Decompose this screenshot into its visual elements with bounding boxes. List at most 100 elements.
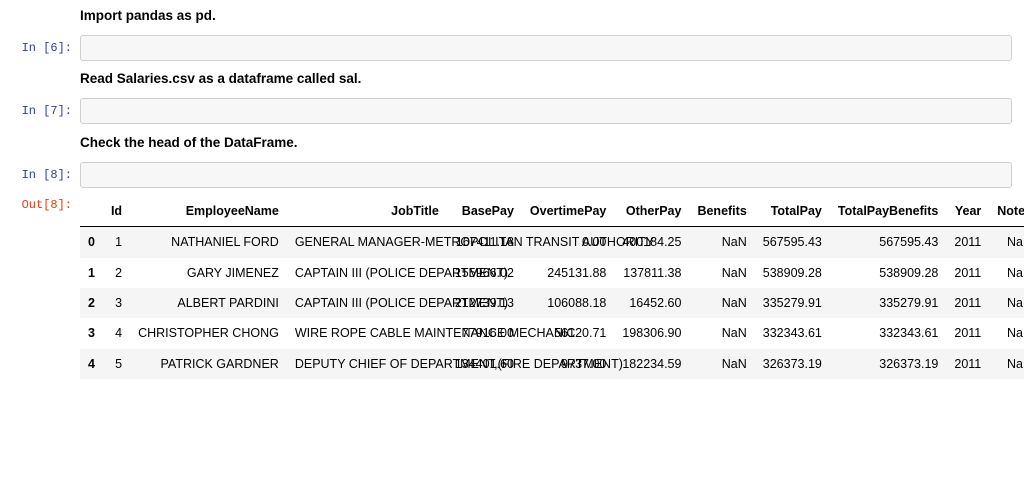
- col-header: Id: [103, 196, 130, 227]
- col-header: TotalPay: [755, 196, 830, 227]
- cell: 2011: [946, 258, 989, 288]
- code-body: [80, 98, 1024, 124]
- table-header-row: Id EmployeeName JobTitle BasePay Overtim…: [80, 196, 1024, 227]
- cell: NaN: [989, 258, 1024, 288]
- cell: CHRISTOPHER CHONG: [130, 318, 287, 348]
- col-header: BasePay: [447, 196, 522, 227]
- cell: 137811.38: [614, 258, 689, 288]
- table-row: 2 3 ALBERT PARDINI CAPTAIN III (POLICE D…: [80, 288, 1024, 318]
- cell: 2011: [946, 227, 989, 258]
- code-cell: In [7]:: [0, 96, 1024, 126]
- table-row: 1 2 GARY JIMENEZ CAPTAIN III (POLICE DEP…: [80, 258, 1024, 288]
- input-prompt: In [7]:: [0, 98, 80, 124]
- markdown-text: Read Salaries.csv as a dataframe called …: [80, 65, 1012, 94]
- cell: NaN: [989, 227, 1024, 258]
- cell: NATHANIEL FORD: [130, 227, 287, 258]
- cell: 335279.91: [830, 288, 947, 318]
- prompt-empty: [0, 65, 80, 77]
- table-head: Id EmployeeName JobTitle BasePay Overtim…: [80, 196, 1024, 227]
- cell: GARY JIMENEZ: [130, 258, 287, 288]
- code-cell: In [6]:: [0, 33, 1024, 63]
- col-header: EmployeeName: [130, 196, 287, 227]
- cell: 1: [103, 227, 130, 258]
- code-input[interactable]: [80, 162, 1012, 188]
- cell: 326373.19: [830, 349, 947, 379]
- cell: 2011: [946, 318, 989, 348]
- markdown-cell: Import pandas as pd.: [0, 0, 1024, 33]
- cell: 567595.43: [755, 227, 830, 258]
- row-index: 0: [80, 227, 103, 258]
- cell: 167411.18: [447, 227, 522, 258]
- col-header: JobTitle: [287, 196, 447, 227]
- row-index: 1: [80, 258, 103, 288]
- markdown-body: Read Salaries.csv as a dataframe called …: [80, 65, 1024, 94]
- cell: 2011: [946, 349, 989, 379]
- cell: 5: [103, 349, 130, 379]
- cell: 332343.61: [830, 318, 947, 348]
- code-cell: In [8]:: [0, 160, 1024, 190]
- cell: 4: [103, 318, 130, 348]
- cell: 16452.60: [614, 288, 689, 318]
- input-prompt: In [6]:: [0, 35, 80, 61]
- code-body: [80, 35, 1024, 61]
- cell: NaN: [689, 318, 754, 348]
- cell: CAPTAIN III (POLICE DEPARTMENT): [287, 288, 447, 318]
- cell: 3: [103, 288, 130, 318]
- col-header: OtherPay: [614, 196, 689, 227]
- input-prompt: In [8]:: [0, 162, 80, 188]
- cell: GENERAL MANAGER-METROPOLITAN TRANSIT AUT…: [287, 227, 447, 258]
- cell: 400184.25: [614, 227, 689, 258]
- prompt-empty: [0, 129, 80, 141]
- markdown-body: Import pandas as pd.: [80, 2, 1024, 31]
- cell: ALBERT PARDINI: [130, 288, 287, 318]
- row-index: 3: [80, 318, 103, 348]
- output-prompt: Out[8]:: [0, 192, 80, 218]
- col-index-blank: [80, 196, 103, 227]
- cell: 2: [103, 258, 130, 288]
- cell: NaN: [689, 288, 754, 318]
- output-body: Id EmployeeName JobTitle BasePay Overtim…: [80, 192, 1024, 383]
- cell: 538909.28: [830, 258, 947, 288]
- cell: 335279.91: [755, 288, 830, 318]
- cell: NaN: [989, 318, 1024, 348]
- code-input[interactable]: [80, 98, 1012, 124]
- markdown-cell: Check the head of the DataFrame.: [0, 127, 1024, 160]
- col-header: Year: [946, 196, 989, 227]
- markdown-text: Import pandas as pd.: [80, 2, 1012, 31]
- cell: 538909.28: [755, 258, 830, 288]
- cell: 332343.61: [755, 318, 830, 348]
- col-header: OvertimePay: [522, 196, 614, 227]
- table-body: 0 1 NATHANIEL FORD GENERAL MANAGER-METRO…: [80, 227, 1024, 379]
- cell: DEPUTY CHIEF OF DEPARTMENT,(FIRE DEPARTM…: [287, 349, 447, 379]
- cell: 326373.19: [755, 349, 830, 379]
- prompt-empty: [0, 2, 80, 14]
- cell: 134401.60: [447, 349, 522, 379]
- table-row: 4 5 PATRICK GARDNER DEPUTY CHIEF OF DEPA…: [80, 349, 1024, 379]
- cell: CAPTAIN III (POLICE DEPARTMENT): [287, 258, 447, 288]
- row-index: 2: [80, 288, 103, 318]
- cell: 2011: [946, 288, 989, 318]
- cell: WIRE ROPE CABLE MAINTENANCE MECHANIC: [287, 318, 447, 348]
- cell: NaN: [689, 258, 754, 288]
- row-index: 4: [80, 349, 103, 379]
- cell: 212739.13: [447, 288, 522, 318]
- markdown-cell: Read Salaries.csv as a dataframe called …: [0, 63, 1024, 96]
- cell: NaN: [989, 288, 1024, 318]
- cell: NaN: [689, 349, 754, 379]
- table-row: 0 1 NATHANIEL FORD GENERAL MANAGER-METRO…: [80, 227, 1024, 258]
- cell: 106088.18: [522, 288, 614, 318]
- cell: NaN: [989, 349, 1024, 379]
- code-input[interactable]: [80, 35, 1012, 61]
- cell: 567595.43: [830, 227, 947, 258]
- dataframe-table: Id EmployeeName JobTitle BasePay Overtim…: [80, 196, 1024, 379]
- markdown-body: Check the head of the DataFrame.: [80, 129, 1024, 158]
- markdown-text: Check the head of the DataFrame.: [80, 129, 1012, 158]
- cell: 245131.88: [522, 258, 614, 288]
- col-header: TotalPayBenefits: [830, 196, 947, 227]
- cell: 198306.90: [614, 318, 689, 348]
- output-cell: Out[8]: Id EmployeeName JobTitle BasePay…: [0, 190, 1024, 385]
- code-body: [80, 162, 1024, 188]
- cell: NaN: [689, 227, 754, 258]
- table-row: 3 4 CHRISTOPHER CHONG WIRE ROPE CABLE MA…: [80, 318, 1024, 348]
- col-header: Benefits: [689, 196, 754, 227]
